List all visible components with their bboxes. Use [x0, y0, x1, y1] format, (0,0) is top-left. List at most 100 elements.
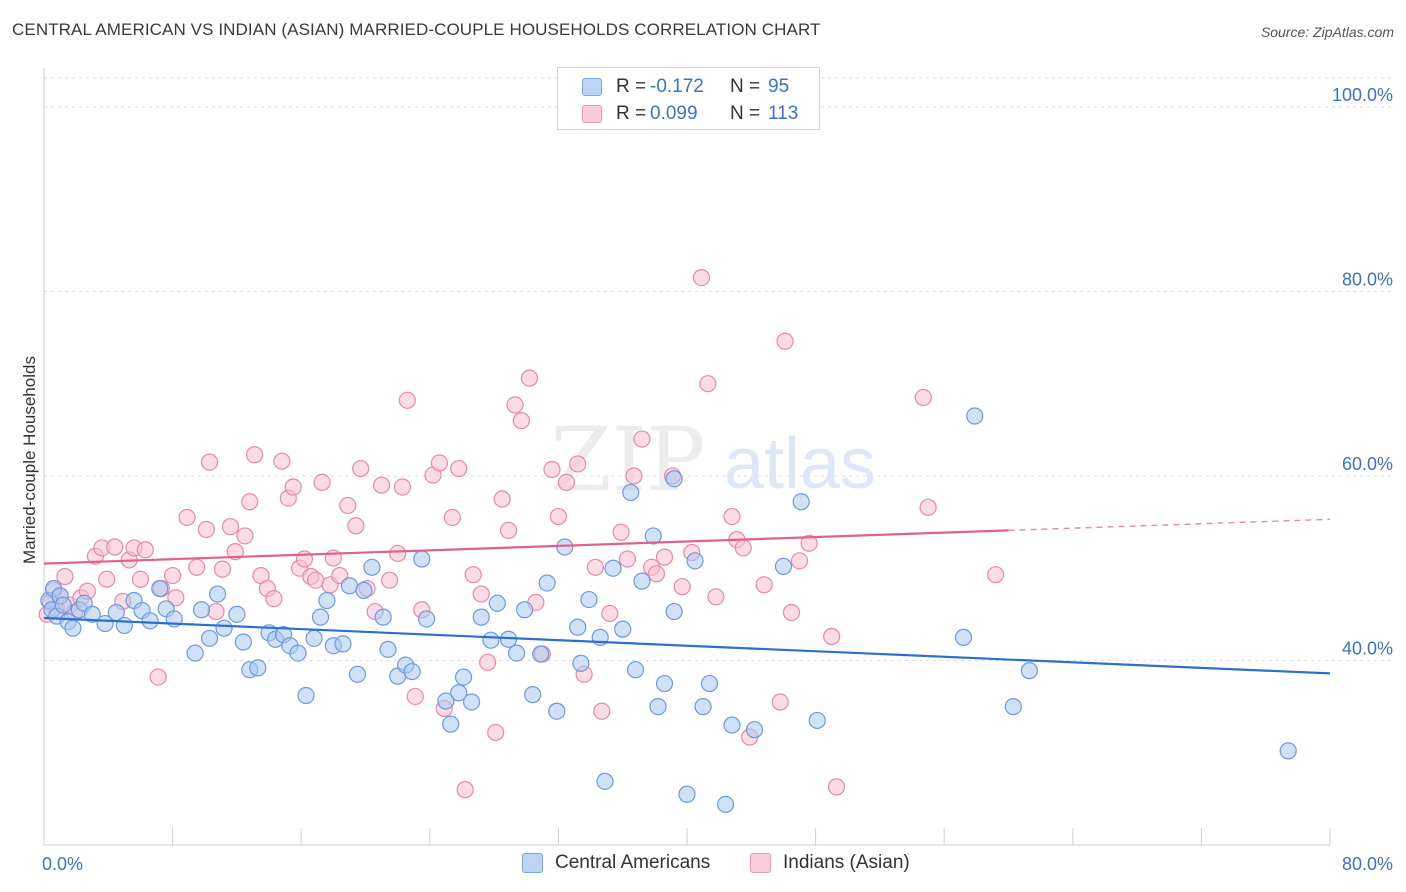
legend-r-label: R =	[616, 76, 647, 97]
point-central-americans	[622, 483, 640, 502]
axis-layer	[43, 68, 1331, 846]
point-indians-asian	[245, 446, 264, 464]
point-central-americans	[54, 596, 72, 614]
point-indians-asian	[131, 570, 150, 588]
point-indians-asian	[827, 778, 846, 796]
point-central-americans	[538, 574, 556, 592]
legend-r-value: -0.172	[650, 76, 704, 97]
watermark: ZIP atlas	[550, 408, 876, 511]
point-indians-asian	[347, 517, 365, 535]
legend-n-value: 113	[768, 103, 799, 124]
point-central-americans	[572, 654, 590, 672]
point-indians-asian	[200, 453, 219, 471]
point-indians-asian	[443, 508, 461, 527]
series-indians-asian	[38, 268, 1005, 799]
legend-n-label: N =	[730, 103, 761, 124]
point-central-americans	[462, 693, 481, 711]
point-central-americans	[792, 493, 810, 511]
point-central-americans	[413, 550, 431, 568]
y-tick-label: 60.0%	[1342, 454, 1393, 474]
point-central-americans	[686, 552, 704, 570]
point-indians-asian	[178, 508, 196, 527]
point-indians-asian	[284, 478, 302, 496]
x-tick-label: 0.0%	[42, 854, 83, 874]
point-indians-asian	[207, 602, 225, 621]
point-central-americans	[1279, 742, 1297, 760]
point-indians-asian	[136, 541, 154, 559]
point-central-americans	[417, 610, 436, 628]
point-central-americans	[596, 772, 614, 790]
point-central-americans	[700, 674, 719, 693]
point-indians-asian	[776, 332, 794, 350]
point-indians-asian	[164, 566, 182, 585]
trendline-indians-asian-dashed	[1008, 518, 1331, 532]
legend-n-value: 95	[768, 76, 790, 97]
point-central-americans	[665, 470, 683, 488]
grid-layer	[44, 77, 1392, 661]
point-indians-asian	[699, 375, 717, 393]
point-indians-asian	[430, 454, 449, 472]
legend-swatch-pink	[582, 105, 602, 123]
point-central-americans	[403, 662, 421, 681]
point-indians-asian	[734, 539, 752, 557]
trendline-indians-asian	[43, 529, 1009, 565]
point-central-americans	[472, 608, 490, 626]
point-indians-asian	[723, 507, 741, 526]
point-indians-asian	[372, 476, 391, 494]
point-central-americans	[532, 645, 550, 663]
point-indians-asian	[919, 498, 937, 516]
point-central-americans	[249, 659, 267, 677]
point-central-americans	[524, 686, 542, 704]
point-indians-asian	[406, 687, 424, 706]
point-indians-asian	[487, 723, 505, 742]
point-indians-asian	[633, 430, 651, 448]
point-indians-asian	[221, 518, 240, 536]
point-central-americans	[966, 407, 984, 425]
x-tick-label: 80.0%	[1342, 854, 1393, 874]
point-central-americans	[556, 538, 574, 556]
point-central-americans	[604, 559, 622, 577]
point-indians-asian	[692, 268, 711, 287]
point-central-americans	[694, 698, 712, 716]
point-central-americans	[633, 572, 651, 590]
point-central-americans	[488, 594, 506, 612]
point-central-americans	[626, 661, 645, 679]
point-central-americans	[450, 684, 468, 702]
point-central-americans	[355, 581, 373, 599]
point-indians-asian	[782, 603, 801, 622]
point-indians-asian	[307, 571, 325, 589]
point-indians-asian	[790, 552, 809, 570]
point-central-americans	[374, 608, 392, 626]
point-central-americans	[83, 605, 101, 623]
point-indians-asian	[265, 590, 283, 608]
point-indians-asian	[601, 604, 619, 623]
point-indians-asian	[543, 460, 561, 479]
correlation-legend: R = -0.172 N = 95 R = 0.099 N = 113	[557, 67, 820, 130]
y-tick-label: 40.0%	[1342, 638, 1393, 658]
point-central-americans	[192, 601, 211, 619]
point-indians-asian	[479, 653, 497, 671]
point-indians-asian	[512, 411, 531, 430]
legend-label: Indians (Asian)	[783, 852, 910, 873]
point-central-americans	[665, 602, 683, 621]
point-indians-asian	[56, 567, 74, 586]
point-central-americans	[228, 605, 246, 623]
point-indians-asian	[557, 473, 576, 492]
point-central-americans	[580, 590, 598, 609]
point-indians-asian	[393, 478, 412, 496]
point-central-americans	[1004, 698, 1022, 716]
point-central-americans	[614, 620, 632, 638]
point-indians-asian	[241, 493, 259, 511]
point-indians-asian	[98, 570, 116, 588]
point-central-americans	[482, 631, 500, 649]
point-indians-asian	[450, 459, 468, 478]
legend-label: Central Americans	[555, 852, 711, 873]
point-indians-asian	[612, 523, 630, 541]
point-central-americans	[340, 577, 359, 595]
legend-swatch-blue	[522, 853, 543, 873]
point-indians-asian	[593, 702, 611, 720]
point-central-americans	[379, 640, 397, 659]
point-central-americans	[774, 557, 793, 575]
point-central-americans	[334, 635, 352, 653]
point-central-americans	[151, 579, 169, 598]
